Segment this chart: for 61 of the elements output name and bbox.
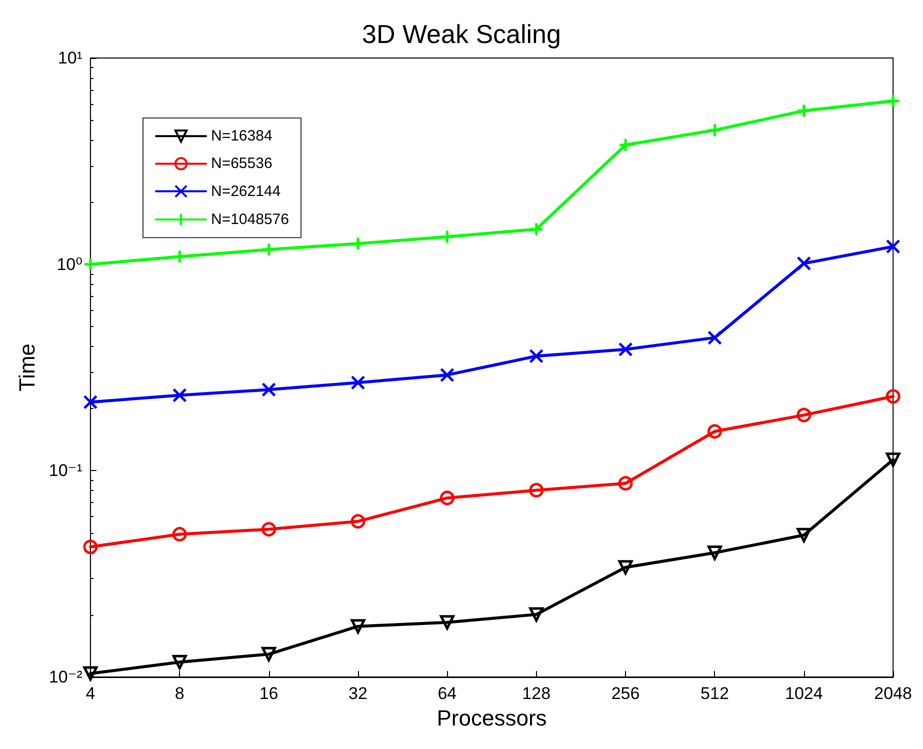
point xyxy=(350,236,366,251)
y-axis-title: Time xyxy=(14,343,40,392)
legend-label: N=1048576 xyxy=(211,211,289,228)
point xyxy=(262,646,276,662)
point xyxy=(350,514,366,529)
x-axis-title: Processors xyxy=(436,706,547,730)
x-tick-label: 1024 xyxy=(784,684,823,703)
legend-label: N=65536 xyxy=(211,155,272,172)
point xyxy=(707,122,722,138)
point xyxy=(886,94,900,108)
point xyxy=(440,368,454,382)
point xyxy=(350,375,366,390)
point xyxy=(83,394,98,410)
point xyxy=(618,476,633,491)
point xyxy=(262,242,276,257)
x-tick-label: 4 xyxy=(86,684,96,703)
x-tick-label: 128 xyxy=(522,684,551,703)
legend-label: N=262144 xyxy=(211,182,281,200)
point xyxy=(172,388,187,403)
y-tick-label: 10⁻² xyxy=(48,668,83,686)
point xyxy=(707,330,722,345)
point xyxy=(529,607,544,622)
y-tick-label: 10¹ xyxy=(58,48,83,68)
y-tick-label: 10⁻¹ xyxy=(48,461,83,480)
point xyxy=(83,257,98,272)
x-tick-label: 64 xyxy=(438,684,457,703)
point xyxy=(796,104,812,118)
point xyxy=(707,546,722,560)
point xyxy=(172,654,187,670)
point xyxy=(440,615,454,630)
legend-label: N=16384 xyxy=(211,128,272,145)
point xyxy=(796,408,812,422)
point xyxy=(262,382,276,397)
x-tick-label: 256 xyxy=(611,684,640,703)
point xyxy=(529,482,544,498)
x-tick-label: 8 xyxy=(174,684,184,703)
point xyxy=(886,239,900,254)
x-tick-label: 2048 xyxy=(874,684,912,703)
point xyxy=(83,666,98,681)
point xyxy=(262,522,276,537)
point xyxy=(440,490,454,506)
point xyxy=(172,249,187,264)
x-tick-label: 16 xyxy=(259,684,278,703)
point xyxy=(618,138,633,152)
point xyxy=(529,222,544,236)
point xyxy=(618,560,633,575)
point xyxy=(796,528,812,542)
point xyxy=(350,619,366,634)
point xyxy=(440,230,454,244)
point xyxy=(172,526,187,542)
point xyxy=(529,348,544,364)
point xyxy=(618,342,633,357)
chart-title: 3D Weak Scaling xyxy=(362,19,561,49)
y-tick-label: 10⁰ xyxy=(56,254,83,274)
point xyxy=(83,540,98,554)
point xyxy=(707,424,722,439)
point xyxy=(886,452,900,467)
x-tick-label: 32 xyxy=(348,684,368,703)
point xyxy=(886,389,900,404)
point xyxy=(796,256,812,271)
x-tick-label: 512 xyxy=(700,684,729,703)
